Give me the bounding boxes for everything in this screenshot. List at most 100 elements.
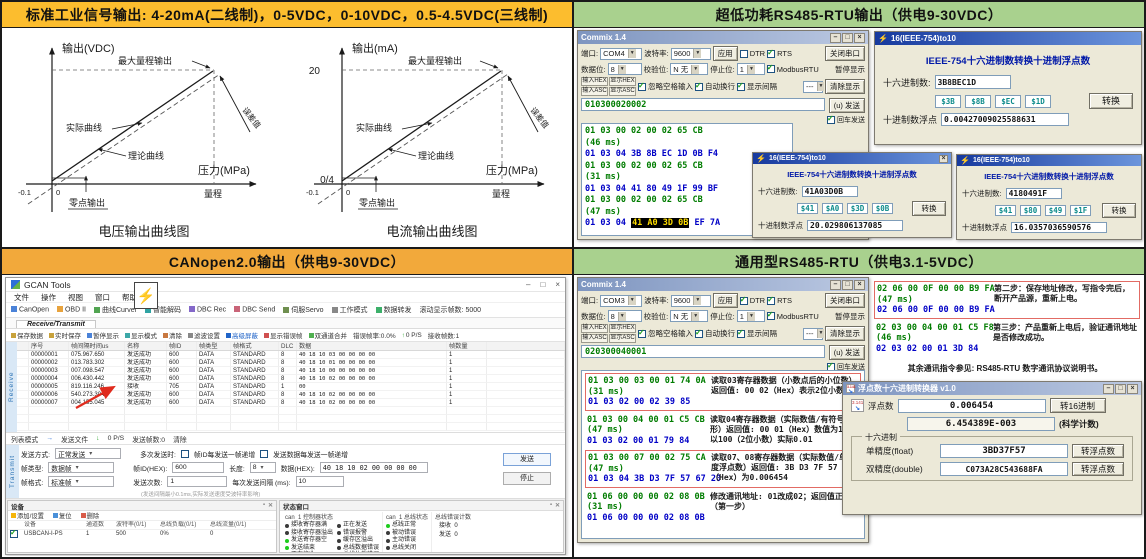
auto-wrap-checkbox[interactable] bbox=[695, 81, 703, 91]
table-row[interactable]: 00000006 540.273.304 发送成功 600 DATA STANDARD 8 4… bbox=[17, 391, 565, 399]
hex-input[interactable]: 4180491F bbox=[1005, 188, 1062, 199]
dtr-checkbox[interactable] bbox=[739, 295, 748, 305]
modbus-checkbox[interactable] bbox=[766, 310, 775, 320]
column-header[interactable]: 帧ID bbox=[167, 342, 197, 350]
column-header[interactable]: 数据 bbox=[297, 342, 447, 350]
sub-toolbar[interactable]: 保存数据 实时保存 暂停显示 显示模式 清除 滤波设置 高级屏蔽 显示错误帧 双通道合并 错误帧率… bbox=[6, 329, 565, 342]
close-button[interactable]: × bbox=[939, 154, 948, 163]
show-gap-checkbox[interactable] bbox=[737, 81, 745, 91]
menu-item[interactable]: 视图 bbox=[68, 292, 83, 302]
rts-checkbox[interactable] bbox=[767, 48, 776, 58]
data-input[interactable]: 40 18 10 02 00 00 00 00 bbox=[319, 462, 428, 473]
interval-combo[interactable]: --- bbox=[803, 327, 823, 340]
minimize-button[interactable]: – bbox=[830, 32, 841, 43]
float-input[interactable]: 0.006454 bbox=[897, 398, 1046, 413]
column-header[interactable]: 名称 bbox=[125, 342, 167, 350]
column-header[interactable]: 帧类型 bbox=[197, 342, 231, 350]
toolbar-button[interactable]: CanOpen bbox=[11, 306, 49, 314]
close-port-button[interactable]: 关闭串口 bbox=[825, 46, 865, 61]
table-row[interactable] bbox=[17, 415, 565, 423]
table-row[interactable] bbox=[17, 423, 565, 431]
ignore-space-checkbox[interactable] bbox=[638, 328, 646, 338]
table-row[interactable]: 00000005 819.116.246 接收 705 DATA STANDARD 1 00 1 bbox=[17, 383, 565, 391]
toolbar-button[interactable]: OBD II bbox=[57, 306, 86, 314]
close-button[interactable]: × bbox=[854, 32, 865, 43]
dtr-checkbox[interactable] bbox=[739, 49, 748, 58]
stopbits-select[interactable]: 1 bbox=[736, 310, 765, 322]
clear-display-button[interactable]: 清除显示 bbox=[825, 79, 865, 94]
column-header[interactable]: 帧数量 bbox=[447, 342, 487, 350]
parity-select[interactable]: N 无 bbox=[670, 310, 709, 322]
input-asc-toggle[interactable]: 输入ASC bbox=[581, 334, 608, 343]
frame-type-select[interactable]: 数据帧 bbox=[48, 462, 115, 473]
frame-id-input[interactable]: 600 bbox=[172, 462, 225, 473]
databits-select[interactable]: 8 bbox=[607, 310, 642, 322]
auto-wrap-checkbox[interactable] bbox=[695, 328, 703, 338]
apply-button[interactable]: 应用 bbox=[712, 46, 738, 61]
ignore-space-checkbox[interactable] bbox=[638, 81, 646, 91]
close-button[interactable]: × bbox=[555, 280, 560, 289]
toolbar-button[interactable]: 暂停显示 bbox=[87, 330, 119, 340]
table-row[interactable]: 00000003 007.098.547 发送成功 600 DATA STANDARD 8 4… bbox=[17, 367, 565, 375]
to-float-button[interactable]: 转浮点数 bbox=[1072, 462, 1124, 476]
toolbar-button[interactable]: 显示模式 bbox=[125, 330, 157, 340]
commix-titlebar[interactable]: Commix 1.4 – □ × bbox=[578, 278, 868, 291]
close-button[interactable]: × bbox=[1127, 383, 1138, 394]
receive-side-tab[interactable]: Receive bbox=[6, 342, 17, 432]
send-count-input[interactable]: 1 bbox=[167, 476, 228, 487]
input-asc-toggle[interactable]: 输入ASC bbox=[581, 87, 608, 96]
column-header[interactable]: 序号 bbox=[29, 342, 69, 350]
converter-titlebar[interactable]: ⚡ 16(IEEE-754)to10 bbox=[957, 155, 1141, 166]
clear-button[interactable]: 清除 bbox=[173, 436, 187, 444]
maximize-button[interactable]: □ bbox=[842, 32, 853, 43]
list-mode-button[interactable]: 列表模式 bbox=[11, 436, 39, 444]
port-select[interactable]: COM4 bbox=[600, 47, 643, 60]
pin-icon[interactable]: ▪ bbox=[262, 502, 265, 508]
device-toolbar-button[interactable]: 复位 bbox=[53, 511, 72, 520]
menu-bar[interactable]: 文件 操作 视图 窗口 帮助 bbox=[6, 292, 565, 303]
baud-select[interactable]: 9600 bbox=[670, 294, 711, 307]
show-hex-toggle[interactable]: 显示HEX bbox=[609, 324, 636, 333]
table-row[interactable]: 00000002 013.783.302 发送成功 600 DATA STANDARD 8 4… bbox=[17, 359, 565, 367]
inc-id-checkbox[interactable] bbox=[180, 449, 189, 458]
maximize-button[interactable]: □ bbox=[540, 280, 546, 289]
interval-input[interactable]: 10 bbox=[295, 476, 344, 487]
close-button[interactable]: × bbox=[854, 279, 865, 290]
hex-input[interactable]: 41A03D0B bbox=[801, 186, 858, 197]
pause-display-button[interactable]: 暂停显示 bbox=[835, 64, 865, 74]
tab-receive-transmit[interactable]: Receive/Transmit bbox=[16, 320, 96, 328]
apply-button[interactable]: 应用 bbox=[712, 293, 738, 308]
float-converter-titlebar[interactable]: 3.141 ↘ 浮点数十六进制转换器 v1.0 – □ × bbox=[843, 382, 1141, 395]
to-hex-button[interactable]: 转16进制 bbox=[1049, 398, 1106, 413]
transmit-side-tab[interactable]: Transmit bbox=[6, 445, 19, 498]
device-row[interactable]: USBCAN-I-PS 1 500 0% 0 bbox=[8, 530, 276, 539]
send-button[interactable]: (u) 发送 bbox=[828, 345, 865, 360]
column-header[interactable]: DLC bbox=[279, 342, 297, 350]
convert-button[interactable]: 转换 bbox=[1089, 93, 1133, 109]
toolbar-button[interactable]: 保存数据 bbox=[11, 330, 43, 340]
dec-output[interactable]: 16.0357036590576 bbox=[1011, 222, 1107, 233]
stop-button[interactable]: 停止 bbox=[503, 472, 551, 485]
send-button[interactable]: (u) 发送 bbox=[828, 98, 865, 113]
table-row[interactable]: 00000001 075.967.650 发送成功 600 DATA STANDARD 8 4… bbox=[17, 351, 565, 359]
send-input[interactable]: 020300040001 bbox=[581, 345, 825, 358]
transmit-toolbar[interactable]: 列表模式 → 发送文件 ↓ 0 P/S 发送帧数:0 清除 bbox=[6, 433, 565, 445]
dec-output[interactable]: 0.00427009025588631 bbox=[941, 113, 1070, 126]
show-gap-checkbox[interactable] bbox=[737, 328, 745, 338]
close-icon[interactable]: ✕ bbox=[267, 503, 273, 509]
toolbar-button[interactable]: 滚动显示帧数: 5000 bbox=[419, 307, 482, 314]
length-select[interactable]: 8 bbox=[249, 462, 276, 473]
table-row[interactable] bbox=[17, 407, 565, 415]
menu-item[interactable]: 窗口 bbox=[95, 292, 110, 302]
toolbar-button[interactable]: DBC Send bbox=[234, 306, 275, 314]
enter-send-checkbox[interactable] bbox=[827, 114, 835, 124]
single-input[interactable]: 3BD37F57 bbox=[940, 444, 1068, 458]
show-hex-toggle[interactable]: 显示HEX bbox=[609, 77, 636, 86]
column-header[interactable]: 帧格式 bbox=[231, 342, 279, 350]
toolbar-button[interactable]: 显示错误帧 bbox=[264, 330, 303, 340]
toolbar-button[interactable]: 智能解码 bbox=[145, 305, 181, 315]
double-input[interactable]: C073A28C543688FA bbox=[940, 462, 1068, 476]
rts-checkbox[interactable] bbox=[767, 295, 776, 305]
toolbar-button[interactable]: 伺服Servo bbox=[283, 305, 323, 315]
send-mode-select[interactable]: 正常发送 bbox=[55, 448, 122, 459]
